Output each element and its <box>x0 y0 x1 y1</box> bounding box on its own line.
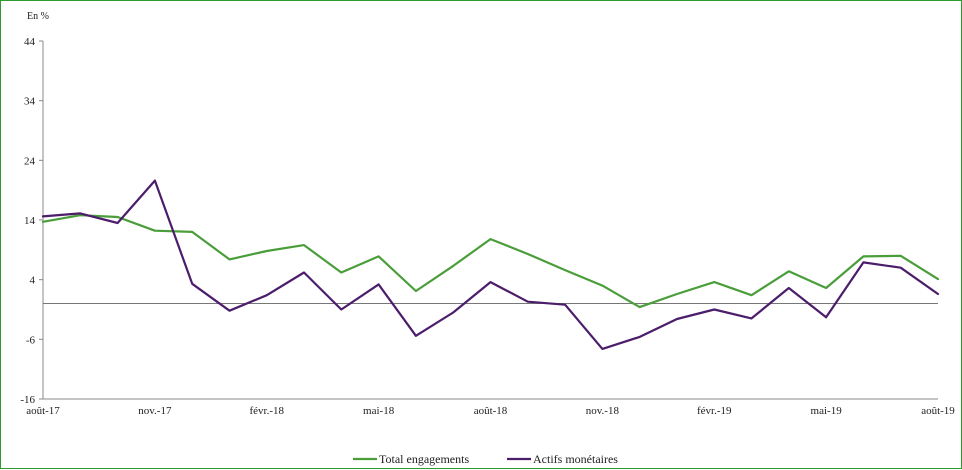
y-tick-label: 44 <box>24 36 36 48</box>
unit-label: En % <box>27 11 49 22</box>
y-tick-label: 24 <box>24 155 36 167</box>
x-tick-label: mai-19 <box>811 405 843 417</box>
y-tick-label: -16 <box>20 394 35 406</box>
y-tick-label: 4 <box>30 275 36 287</box>
x-tick-label: mai-18 <box>363 405 395 417</box>
x-tick-label: nov.-17 <box>138 405 172 417</box>
x-tick-label: août-17 <box>26 405 60 417</box>
legend: Total engagements Actifs monétaires <box>353 452 618 466</box>
series-line-actifs-monetaires <box>41 179 940 350</box>
y-tick-label: 34 <box>24 96 36 108</box>
x-tick-label: août-18 <box>474 405 508 417</box>
x-tick-label: nov.-18 <box>586 405 620 417</box>
x-tick-label: févr.-19 <box>697 405 732 417</box>
series-line-total-engagements <box>41 214 940 309</box>
x-tick-label: févr.-18 <box>249 405 284 417</box>
series-layer <box>41 179 940 350</box>
legend-label: Total engagements <box>379 452 469 466</box>
y-tick-label: -6 <box>26 334 36 346</box>
y-tick-label: 14 <box>24 215 36 227</box>
legend-label: Actifs monétaires <box>533 452 618 466</box>
x-tick-label: août-19 <box>921 405 955 417</box>
